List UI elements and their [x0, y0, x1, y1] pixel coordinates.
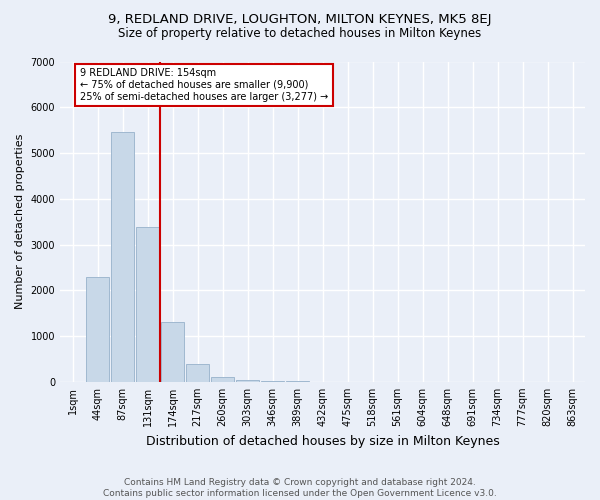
Bar [211, 377, 234, 382]
Bar [111, 132, 134, 382]
Y-axis label: Number of detached properties: Number of detached properties [15, 134, 25, 310]
Bar [86, 278, 109, 382]
X-axis label: Distribution of detached houses by size in Milton Keynes: Distribution of detached houses by size … [146, 434, 499, 448]
Bar [236, 380, 259, 382]
Bar [136, 227, 159, 382]
Text: 9 REDLAND DRIVE: 154sqm
← 75% of detached houses are smaller (9,900)
25% of semi: 9 REDLAND DRIVE: 154sqm ← 75% of detache… [80, 68, 328, 102]
Bar [261, 381, 284, 382]
Text: Size of property relative to detached houses in Milton Keynes: Size of property relative to detached ho… [118, 28, 482, 40]
Bar [186, 364, 209, 382]
Text: Contains HM Land Registry data © Crown copyright and database right 2024.
Contai: Contains HM Land Registry data © Crown c… [103, 478, 497, 498]
Bar [161, 322, 184, 382]
Text: 9, REDLAND DRIVE, LOUGHTON, MILTON KEYNES, MK5 8EJ: 9, REDLAND DRIVE, LOUGHTON, MILTON KEYNE… [108, 12, 492, 26]
